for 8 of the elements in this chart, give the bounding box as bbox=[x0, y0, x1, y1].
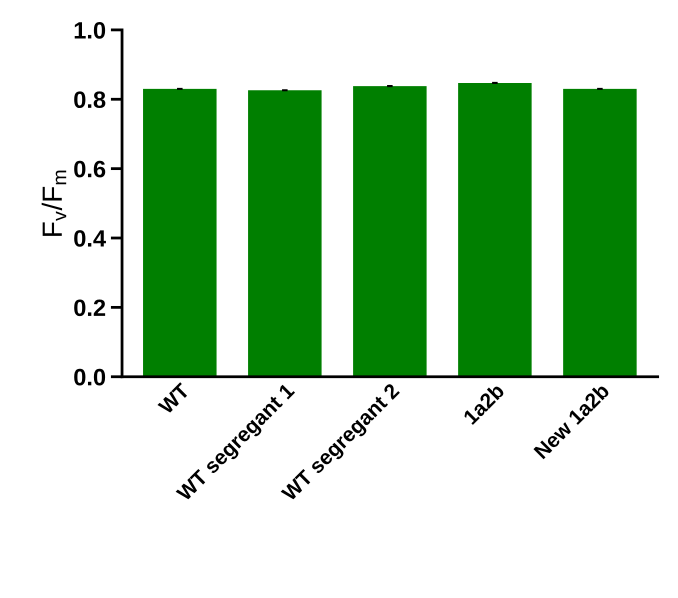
y-axis-title: F$_{v}$/F$_{m}$ bbox=[42, 170, 66, 236]
y-tick-label: 0.2 bbox=[74, 299, 106, 316]
y-tick-label: 0.8 bbox=[74, 91, 106, 108]
y-tick-label: 1.0 bbox=[74, 22, 106, 39]
y-tick-label: 0.4 bbox=[74, 230, 106, 247]
x-tick-label: WT bbox=[157, 382, 190, 416]
y-tick-label: 0.6 bbox=[74, 160, 106, 178]
y-tick-label: 0.0 bbox=[74, 368, 106, 386]
